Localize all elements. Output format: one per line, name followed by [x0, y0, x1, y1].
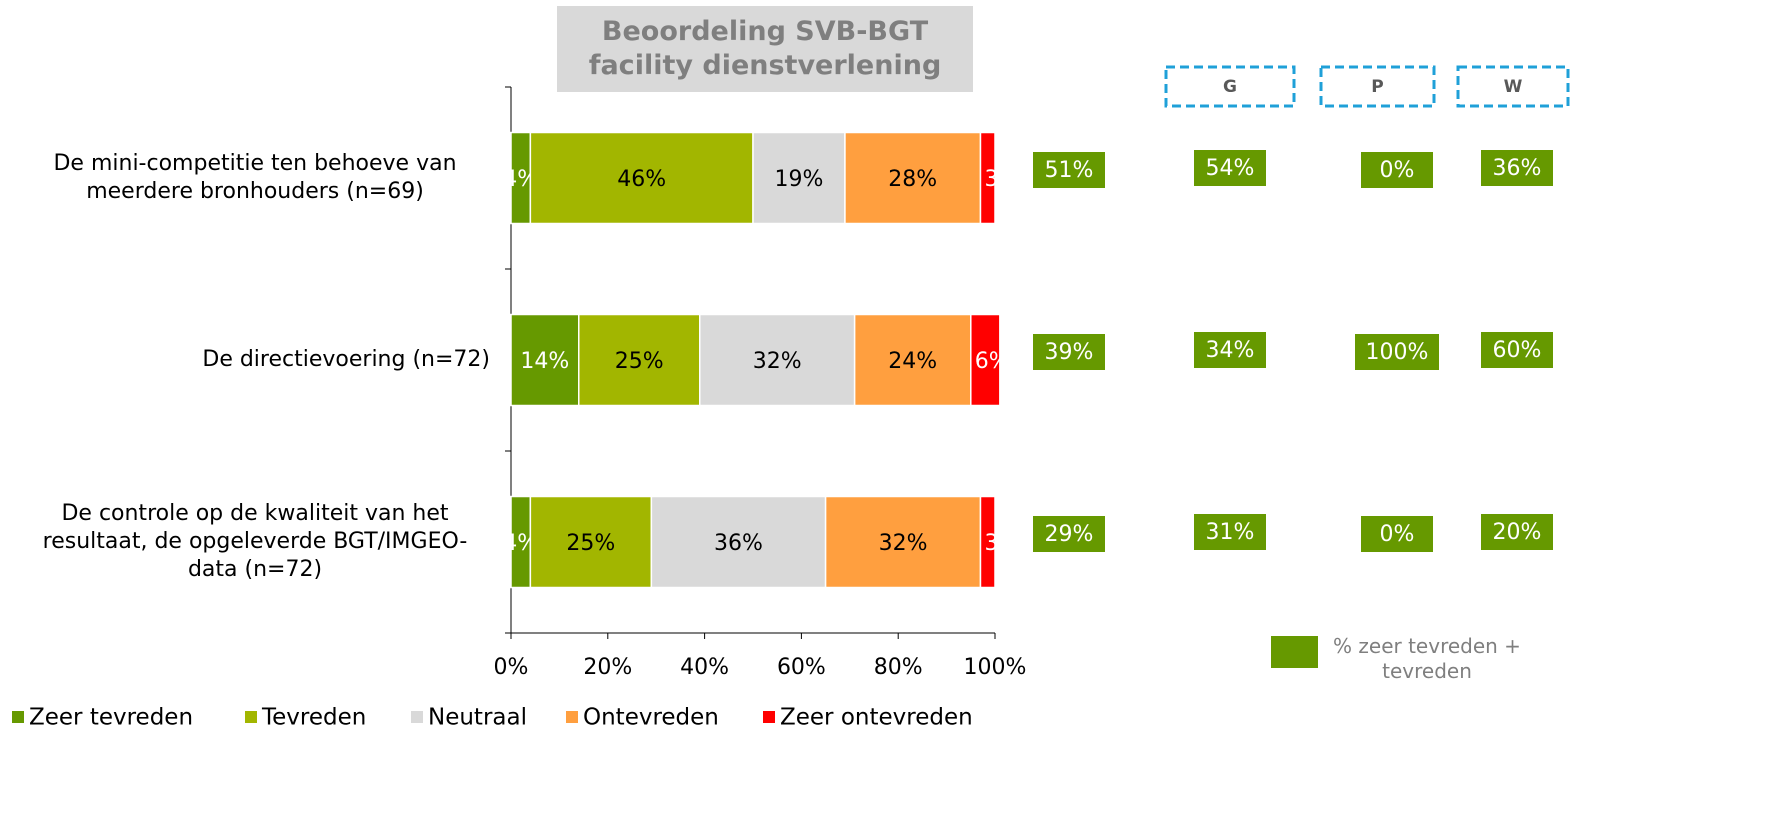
summary-box [1194, 514, 1266, 550]
legend-swatch [566, 711, 578, 723]
legend-swatch [763, 711, 775, 723]
summary-box [1355, 334, 1439, 370]
bar-value-label: 19% [775, 167, 824, 192]
legend-swatch [245, 711, 257, 723]
bar-segment [844, 131, 982, 225]
bar-value-label: 25% [615, 349, 664, 374]
summary-box [1194, 150, 1266, 186]
summary-value-label: 60% [1493, 338, 1542, 363]
x-tick-label: 60% [777, 655, 826, 680]
summary-box [1361, 516, 1433, 552]
bar-value-label: 25% [566, 531, 615, 556]
legend-label: Neutraal [428, 705, 527, 731]
category-label-text: De controle op de kwaliteit van het resu… [42, 501, 468, 582]
summary-value-label: 29% [1045, 522, 1094, 547]
category-label-text: De directievoering (n=72) [202, 347, 490, 372]
chart-title-text: Beoordeling SVB-BGT facility dienstverle… [588, 16, 942, 81]
group-header-label: W [1504, 77, 1523, 97]
summary-value-label: 34% [1206, 338, 1255, 363]
summary-legend-swatch [1271, 636, 1318, 668]
bar-segment [529, 495, 653, 589]
bar-value-label: 3% [984, 167, 1019, 192]
summary-box [1194, 332, 1266, 368]
group-header-label: G [1223, 77, 1237, 97]
bar-value-label: 36% [714, 531, 763, 556]
bar-segment [510, 313, 580, 407]
summary-box [1481, 150, 1553, 186]
x-tick-label: 100% [964, 655, 1027, 680]
bar-segment [650, 495, 827, 589]
bar-segment [824, 495, 982, 589]
bar-segment [970, 313, 1001, 407]
category-label-text: De mini-competitie ten behoeve van meerd… [53, 151, 457, 204]
x-tick-label: 40% [680, 655, 729, 680]
category-label: De directievoering (n=72) [0, 346, 490, 374]
summary-box [1481, 514, 1553, 550]
group-header-box [1164, 65, 1296, 108]
summary-value-label: 51% [1045, 158, 1094, 183]
summary-box [1033, 152, 1105, 188]
legend-label: Zeer ontevreden [780, 705, 973, 731]
bar-value-label: 14% [520, 349, 569, 374]
category-label: De controle op de kwaliteit van het resu… [0, 500, 490, 584]
bar-value-label: 3% [984, 531, 1019, 556]
group-header-box [1319, 65, 1436, 108]
bar-segment [979, 495, 996, 589]
summary-value-label: 0% [1380, 522, 1415, 547]
x-tick-label: 0% [494, 655, 529, 680]
legend-swatch [12, 711, 24, 723]
summary-box [1033, 516, 1105, 552]
summary-value-label: 20% [1493, 520, 1542, 545]
bar-segment [578, 313, 701, 407]
summary-value-label: 100% [1366, 340, 1429, 365]
bar-segment [979, 131, 996, 225]
group-header-label: P [1371, 77, 1383, 97]
summary-value-label: 31% [1206, 520, 1255, 545]
group-header-box [1456, 65, 1570, 108]
bar-segment [752, 131, 846, 225]
chart-title: Beoordeling SVB-BGT facility dienstverle… [557, 6, 973, 92]
bar-value-label: 32% [879, 531, 928, 556]
legend-label: Zeer tevreden [29, 705, 193, 731]
summary-box [1361, 152, 1433, 188]
summary-value-label: 54% [1206, 156, 1255, 181]
summary-value-label: 0% [1380, 158, 1415, 183]
bar-segment [699, 313, 856, 407]
bar-value-label: 6% [975, 349, 1010, 374]
summary-value-label: 39% [1045, 340, 1094, 365]
x-tick-label: 20% [583, 655, 632, 680]
legend-swatch [411, 711, 423, 723]
bar-value-label: 24% [888, 349, 937, 374]
bar-value-label: 32% [753, 349, 802, 374]
legend-label: Tevreden [261, 705, 366, 731]
summary-box [1033, 334, 1105, 370]
bar-value-label: 46% [617, 167, 666, 192]
bar-value-label: 28% [888, 167, 937, 192]
x-tick-label: 80% [874, 655, 923, 680]
bar-segment [529, 131, 754, 225]
summary-legend: % zeer tevreden + tevreden [1333, 634, 1521, 683]
summary-box [1481, 332, 1553, 368]
category-label: De mini-competitie ten behoeve van meerd… [0, 150, 490, 206]
summary-value-label: 36% [1493, 156, 1542, 181]
legend-label: Ontevreden [583, 705, 719, 731]
